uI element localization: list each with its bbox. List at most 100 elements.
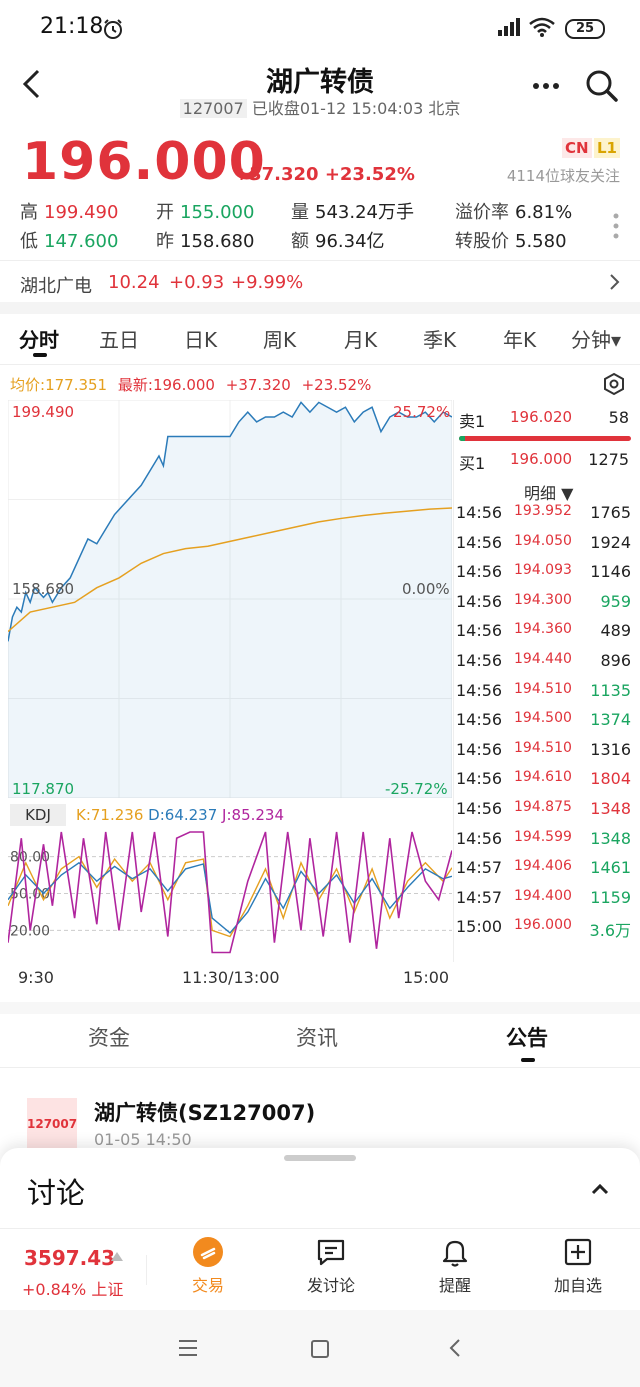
stat-label: 昨 bbox=[156, 231, 174, 252]
latest-price-value: 196.000 bbox=[152, 376, 215, 394]
stat-value: 147.600 bbox=[44, 231, 119, 252]
tick-row: 14:57 194.400 1159 bbox=[454, 888, 640, 908]
index-divider bbox=[146, 1255, 147, 1285]
latest-price-label: 最新: bbox=[117, 376, 153, 394]
more-vertical-icon[interactable] bbox=[612, 212, 620, 240]
followers-count[interactable]: 4114位球友关注 bbox=[506, 167, 620, 185]
tick-row: 14:56 194.599 1348 bbox=[454, 829, 640, 849]
settings-icon[interactable] bbox=[602, 372, 626, 396]
announcement-date: 01-05 14:50 bbox=[94, 1130, 192, 1149]
back-icon[interactable] bbox=[448, 1338, 462, 1358]
tick-vol: 959 bbox=[600, 591, 631, 611]
chart-tab[interactable]: 季K bbox=[423, 328, 457, 352]
index-value[interactable]: 3597.43 bbox=[24, 1246, 116, 1270]
signal-icon bbox=[498, 18, 520, 36]
kdj-j-line bbox=[8, 831, 452, 954]
tick-time: 14:56 bbox=[456, 532, 503, 552]
announcement-title[interactable]: 湖广转债(SZ127007) bbox=[94, 1101, 316, 1125]
tab-news[interactable]: 资讯 bbox=[296, 1026, 338, 1050]
ask-volume: 58 bbox=[608, 408, 629, 427]
kdj-values: K:71.236 D:64.237 J:85.234 bbox=[76, 806, 284, 824]
indicator-selector[interactable]: KDJ bbox=[10, 804, 66, 826]
l1-badge[interactable]: L1 bbox=[594, 138, 620, 158]
tick-time: 14:56 bbox=[456, 828, 503, 848]
order-book: 卖1 196.020 58 买1 196.000 1275 明细 ▼ 14:56… bbox=[453, 400, 640, 962]
nav-alert-label: 提醒 bbox=[438, 1276, 471, 1295]
tick-vol: 1316 bbox=[590, 739, 631, 759]
sheet-drag-handle[interactable] bbox=[284, 1155, 356, 1161]
chevron-up-icon[interactable] bbox=[590, 1182, 610, 1196]
tick-price: 194.610 bbox=[514, 769, 572, 786]
kdj-j-value: J:85.234 bbox=[222, 806, 285, 824]
section-divider bbox=[0, 1002, 640, 1014]
stat-label: 高 bbox=[20, 202, 38, 223]
bid-price: 196.000 bbox=[510, 450, 573, 468]
kdj-d-line bbox=[8, 861, 452, 934]
chart-tab[interactable]: 周K bbox=[263, 328, 297, 352]
ask-label: 卖1 bbox=[459, 412, 486, 431]
chart-tab[interactable]: 分钟▾ bbox=[571, 328, 622, 352]
tick-time: 14:56 bbox=[456, 799, 503, 818]
tick-row: 14:56 194.510 1316 bbox=[454, 740, 640, 760]
underlying-stock-row[interactable]: 湖北广电 10.24 +0.93 +9.99% bbox=[0, 260, 640, 302]
stat-value: 96.34亿 bbox=[315, 231, 385, 252]
tick-price: 194.599 bbox=[514, 828, 572, 845]
nav-watchlist[interactable]: 加自选 bbox=[528, 1236, 628, 1296]
triangle-up-icon bbox=[111, 1252, 123, 1261]
underlying-change: +0.93 bbox=[169, 272, 225, 293]
chart-tab[interactable]: 五日 bbox=[99, 328, 139, 352]
tick-price: 194.510 bbox=[514, 680, 572, 697]
back-arrow-icon[interactable] bbox=[18, 68, 46, 100]
intraday-price-chart[interactable] bbox=[8, 400, 452, 798]
search-icon[interactable] bbox=[584, 68, 620, 104]
nav-trade[interactable]: 交易 bbox=[158, 1236, 258, 1296]
stat-item: 开 155.000 bbox=[156, 198, 254, 224]
tick-vol: 1804 bbox=[590, 769, 631, 789]
chart-tab[interactable]: 日K bbox=[184, 328, 218, 352]
chart-tab[interactable]: 月K bbox=[344, 328, 378, 352]
stat-label: 转股价 bbox=[455, 231, 509, 252]
tab-announcements[interactable]: 公告 bbox=[506, 1026, 548, 1050]
stat-item: 溢价率 6.81% bbox=[455, 198, 572, 224]
nav-watchlist-label: 加自选 bbox=[553, 1276, 602, 1295]
system-nav-bar bbox=[0, 1310, 640, 1387]
nav-alert[interactable]: 提醒 bbox=[405, 1236, 505, 1296]
chart-mid-label: 158.680 bbox=[12, 580, 75, 598]
tick-time: 14:57 bbox=[456, 887, 503, 907]
chart-mid-pct-label: 0.00% bbox=[402, 580, 450, 598]
tick-row: 14:56 194.610 1804 bbox=[454, 769, 640, 789]
tick-row: 15:00 196.000 3.6万 bbox=[454, 917, 640, 940]
chart-low-pct-label: -25.72% bbox=[385, 780, 448, 798]
tick-vol: 1135 bbox=[590, 680, 631, 700]
ask-price: 196.020 bbox=[510, 408, 573, 426]
alarm-icon bbox=[104, 19, 122, 39]
tick-vol: 1374 bbox=[590, 710, 631, 730]
tick-row: 14:56 194.875 1348 bbox=[454, 799, 640, 819]
kdj-d-value: D:64.237 bbox=[148, 806, 218, 824]
home-icon[interactable] bbox=[310, 1339, 330, 1359]
kdj-k-line bbox=[8, 855, 452, 938]
tick-price: 194.400 bbox=[514, 887, 572, 904]
nav-post[interactable]: 发讨论 bbox=[281, 1236, 381, 1296]
tab-underline bbox=[33, 353, 47, 357]
battery-indicator: 25 bbox=[565, 19, 605, 39]
chart-tab[interactable]: 年K bbox=[503, 328, 537, 352]
tick-time: 14:56 bbox=[456, 591, 503, 611]
announcement-logo: 127007 bbox=[27, 1098, 77, 1150]
more-icon[interactable] bbox=[532, 82, 560, 90]
tick-row: 14:57 194.406 1461 bbox=[454, 858, 640, 878]
chart-tab[interactable]: 分时 bbox=[19, 328, 59, 352]
price-change: +37.320 +23.52% bbox=[234, 164, 415, 185]
tick-vol: 1159 bbox=[590, 887, 631, 907]
detail-dropdown[interactable]: 明细 ▼ bbox=[524, 484, 574, 503]
trade-icon bbox=[193, 1237, 223, 1267]
sheet-divider bbox=[0, 1228, 640, 1229]
menu-icon[interactable] bbox=[178, 1339, 198, 1357]
avg-price-line bbox=[8, 507, 452, 633]
tab-funds[interactable]: 资金 bbox=[88, 1026, 130, 1050]
tick-price: 194.093 bbox=[514, 562, 572, 579]
tick-vol: 1765 bbox=[590, 503, 631, 522]
bid-ratio-segment bbox=[459, 436, 465, 441]
cn-badge[interactable]: CN bbox=[562, 138, 592, 158]
